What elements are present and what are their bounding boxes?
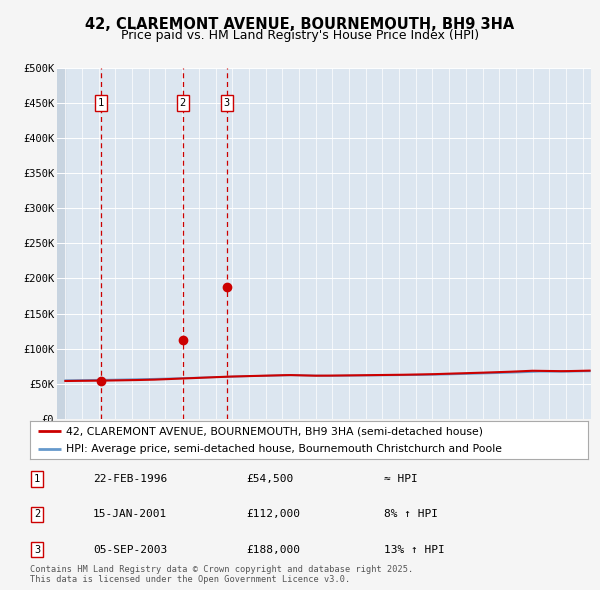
- Bar: [57, 68, 65, 419]
- Text: £188,000: £188,000: [246, 545, 300, 555]
- Text: £112,000: £112,000: [246, 510, 300, 519]
- Text: 2: 2: [34, 510, 40, 519]
- Text: 22-FEB-1996: 22-FEB-1996: [93, 474, 167, 484]
- Text: 2: 2: [179, 98, 186, 108]
- Text: 3: 3: [224, 98, 230, 108]
- Text: 13% ↑ HPI: 13% ↑ HPI: [384, 545, 445, 555]
- Text: HPI: Average price, semi-detached house, Bournemouth Christchurch and Poole: HPI: Average price, semi-detached house,…: [66, 444, 502, 454]
- Text: Contains HM Land Registry data © Crown copyright and database right 2025.
This d: Contains HM Land Registry data © Crown c…: [30, 565, 413, 584]
- Text: 05-SEP-2003: 05-SEP-2003: [93, 545, 167, 555]
- Text: 15-JAN-2001: 15-JAN-2001: [93, 510, 167, 519]
- Text: 1: 1: [98, 98, 104, 108]
- Text: Price paid vs. HM Land Registry's House Price Index (HPI): Price paid vs. HM Land Registry's House …: [121, 30, 479, 42]
- Text: 8% ↑ HPI: 8% ↑ HPI: [384, 510, 438, 519]
- Text: 42, CLAREMONT AVENUE, BOURNEMOUTH, BH9 3HA (semi-detached house): 42, CLAREMONT AVENUE, BOURNEMOUTH, BH9 3…: [66, 427, 483, 437]
- Text: £54,500: £54,500: [246, 474, 293, 484]
- Text: 3: 3: [34, 545, 40, 555]
- Text: 1: 1: [34, 474, 40, 484]
- Text: 42, CLAREMONT AVENUE, BOURNEMOUTH, BH9 3HA: 42, CLAREMONT AVENUE, BOURNEMOUTH, BH9 3…: [85, 17, 515, 31]
- Text: ≈ HPI: ≈ HPI: [384, 474, 418, 484]
